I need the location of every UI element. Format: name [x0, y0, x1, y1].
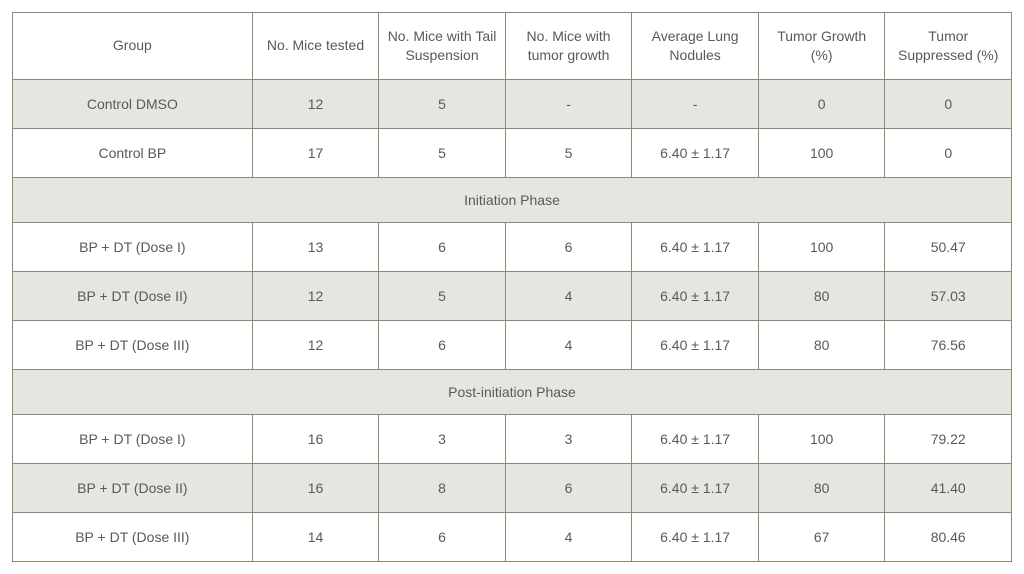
table-row: BP + DT (Dose III)12646.40 ± 1.178076.56: [13, 320, 1012, 369]
table-cell: 100: [758, 128, 885, 177]
table-cell: 100: [758, 222, 885, 271]
table-row: BP + DT (Dose II)16866.40 ± 1.178041.40: [13, 463, 1012, 512]
table-cell: 80: [758, 271, 885, 320]
table-head: GroupNo. Mice testedNo. Mice with Tail S…: [13, 13, 1012, 80]
table-cell: 76.56: [885, 320, 1012, 369]
table-cell: 100: [758, 414, 885, 463]
table-cell: Control DMSO: [13, 79, 253, 128]
table-cell: -: [505, 79, 632, 128]
table-cell: 6.40 ± 1.17: [632, 512, 759, 561]
table-cell: 12: [252, 79, 379, 128]
table-cell: 3: [379, 414, 506, 463]
table-cell: 6: [505, 463, 632, 512]
table-cell: 3: [505, 414, 632, 463]
table-cell: Control BP: [13, 128, 253, 177]
table-body: Control DMSO125--00Control BP17556.40 ± …: [13, 79, 1012, 561]
table-row: BP + DT (Dose III)14646.40 ± 1.176780.46: [13, 512, 1012, 561]
table-cell: 12: [252, 320, 379, 369]
table-row: BP + DT (Dose I)13666.40 ± 1.1710050.47: [13, 222, 1012, 271]
table-cell: 6.40 ± 1.17: [632, 463, 759, 512]
column-header: Group: [13, 13, 253, 80]
table-cell: 80: [758, 320, 885, 369]
table-cell: 5: [379, 128, 506, 177]
table-cell: 14: [252, 512, 379, 561]
table-cell: BP + DT (Dose II): [13, 463, 253, 512]
table-cell: 6: [505, 222, 632, 271]
data-table: GroupNo. Mice testedNo. Mice with Tail S…: [12, 12, 1012, 562]
column-header: No. Mice with tumor growth: [505, 13, 632, 80]
table-row: BP + DT (Dose I)16336.40 ± 1.1710079.22: [13, 414, 1012, 463]
table-cell: BP + DT (Dose I): [13, 414, 253, 463]
table-row: BP + DT (Dose II)12546.40 ± 1.178057.03: [13, 271, 1012, 320]
table-cell: 6: [379, 512, 506, 561]
table-cell: 67: [758, 512, 885, 561]
table-cell: 5: [379, 79, 506, 128]
table-cell: 8: [379, 463, 506, 512]
table-cell: 4: [505, 271, 632, 320]
table-cell: 6.40 ± 1.17: [632, 128, 759, 177]
column-header: Average Lung Nodules: [632, 13, 759, 80]
table-cell: 5: [379, 271, 506, 320]
table-row: Control BP17556.40 ± 1.171000: [13, 128, 1012, 177]
table-cell: 50.47: [885, 222, 1012, 271]
section-label: Post-initiation Phase: [13, 369, 1012, 414]
table-cell: 6: [379, 320, 506, 369]
table-cell: 6.40 ± 1.17: [632, 222, 759, 271]
table-cell: 0: [758, 79, 885, 128]
table-cell: 5: [505, 128, 632, 177]
table-cell: 80: [758, 463, 885, 512]
column-header: Tumor Suppressed (%): [885, 13, 1012, 80]
table-cell: 0: [885, 79, 1012, 128]
table-cell: 6: [379, 222, 506, 271]
table-cell: 13: [252, 222, 379, 271]
table-cell: 4: [505, 512, 632, 561]
section-label: Initiation Phase: [13, 177, 1012, 222]
table-cell: BP + DT (Dose II): [13, 271, 253, 320]
table-cell: BP + DT (Dose I): [13, 222, 253, 271]
table-cell: 41.40: [885, 463, 1012, 512]
table-cell: 6.40 ± 1.17: [632, 271, 759, 320]
table-cell: 16: [252, 414, 379, 463]
header-row: GroupNo. Mice testedNo. Mice with Tail S…: [13, 13, 1012, 80]
column-header: Tumor Growth (%): [758, 13, 885, 80]
section-row: Initiation Phase: [13, 177, 1012, 222]
table-cell: 17: [252, 128, 379, 177]
table-cell: 57.03: [885, 271, 1012, 320]
column-header: No. Mice tested: [252, 13, 379, 80]
table-cell: 6.40 ± 1.17: [632, 414, 759, 463]
column-header: No. Mice with Tail Suspension: [379, 13, 506, 80]
table-cell: BP + DT (Dose III): [13, 512, 253, 561]
table-cell: -: [632, 79, 759, 128]
table-row: Control DMSO125--00: [13, 79, 1012, 128]
table-cell: 0: [885, 128, 1012, 177]
table-cell: 79.22: [885, 414, 1012, 463]
table-cell: 80.46: [885, 512, 1012, 561]
table-cell: 6.40 ± 1.17: [632, 320, 759, 369]
section-row: Post-initiation Phase: [13, 369, 1012, 414]
table-cell: BP + DT (Dose III): [13, 320, 253, 369]
table-cell: 12: [252, 271, 379, 320]
table-cell: 16: [252, 463, 379, 512]
table-cell: 4: [505, 320, 632, 369]
